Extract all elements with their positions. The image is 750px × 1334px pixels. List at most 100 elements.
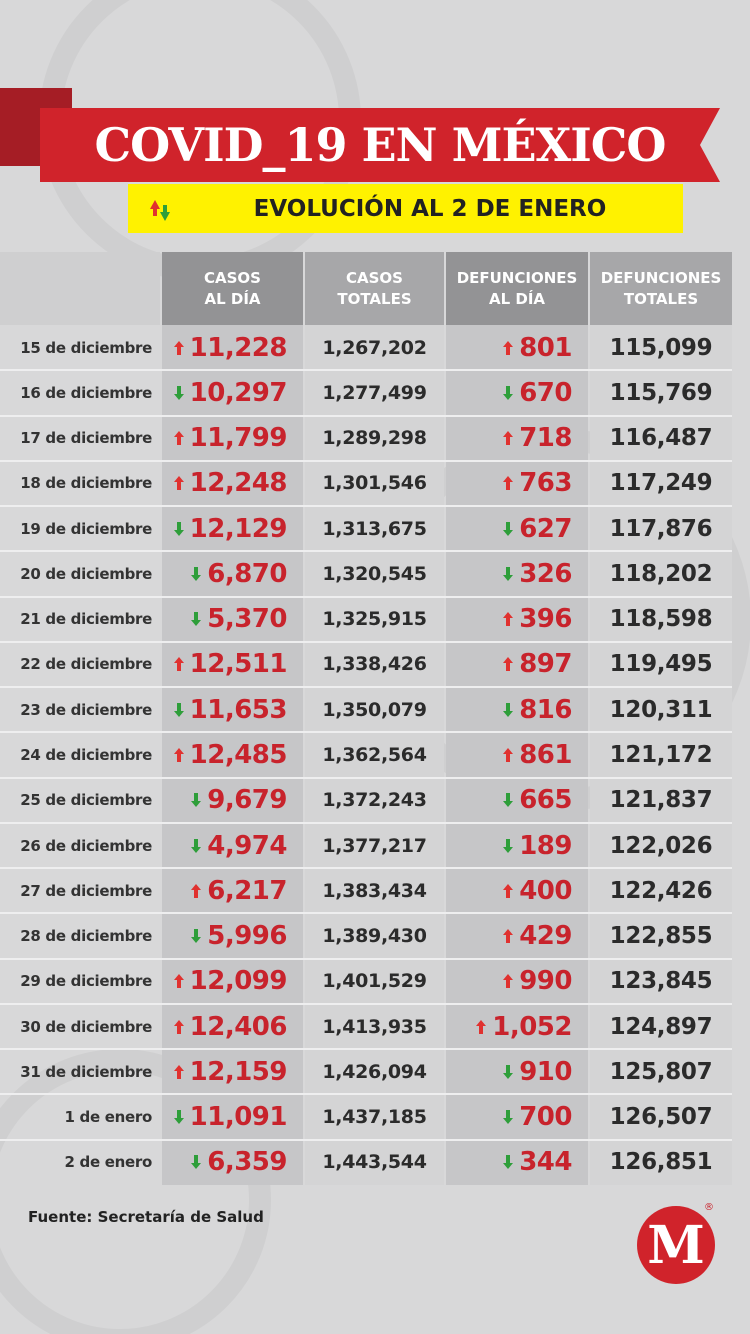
row-separator [0, 459, 732, 462]
total-cases: 1,443,544 [305, 1140, 444, 1185]
date-text: 27 de diciembre [20, 881, 152, 900]
cases: 5,370 [162, 597, 303, 642]
cases-text: 12,406 [189, 1011, 288, 1042]
trend-arrow [173, 476, 184, 491]
deaths: 718 [446, 416, 588, 461]
row-separator [0, 1002, 732, 1005]
date-text: 1 de enero [64, 1108, 152, 1127]
cases-text: 12,248 [189, 468, 288, 499]
date: 29 de diciembre [0, 959, 160, 1004]
cases: 5,996 [162, 913, 303, 958]
date: 16 de diciembre [0, 370, 160, 415]
total-deaths-text: 121,837 [609, 787, 713, 814]
date: 25 de diciembre [0, 778, 160, 823]
trend-arrow [173, 657, 184, 672]
trend-arrow [173, 747, 184, 762]
deaths: 861 [446, 732, 588, 777]
date-text: 26 de diciembre [20, 836, 152, 855]
total-cases-text: 1,289,298 [322, 427, 427, 450]
total-cases: 1,437,185 [305, 1094, 444, 1139]
trend-arrow [503, 657, 514, 672]
deaths-text: 189 [519, 830, 572, 861]
trend-arrow [173, 974, 184, 989]
date-text: 24 de diciembre [20, 745, 152, 764]
deaths-text: 396 [519, 604, 572, 635]
total-cases: 1,325,915 [305, 597, 444, 642]
trend-arrow [476, 1019, 487, 1034]
trend-arrow [191, 612, 202, 627]
deaths-text: 816 [519, 694, 572, 725]
row-separator [0, 505, 732, 508]
row-separator [0, 912, 732, 915]
row-separator [0, 776, 732, 779]
total-deaths: 119,495 [590, 642, 732, 687]
total-cases-text: 1,277,499 [322, 381, 427, 404]
total-cases: 1,267,202 [305, 325, 444, 370]
total-cases: 1,389,430 [305, 913, 444, 958]
cases-text: 6,870 [207, 558, 287, 589]
column-header: DEFUNCIONES TOTALES [590, 252, 732, 325]
cases-text: 11,653 [189, 694, 288, 725]
cases: 11,228 [162, 325, 303, 370]
cases: 12,511 [162, 642, 303, 687]
trend-arrow [503, 883, 514, 898]
total-deaths: 126,851 [590, 1140, 732, 1185]
date-text: 18 de diciembre [20, 474, 152, 493]
total-cases-text: 1,338,426 [322, 653, 427, 676]
trend-arrow [503, 974, 514, 989]
date-text: 25 de diciembre [20, 791, 152, 810]
cases-text: 12,159 [189, 1056, 288, 1087]
total-cases: 1,277,499 [305, 370, 444, 415]
row-separator [0, 821, 732, 824]
deaths-text: 861 [519, 739, 572, 770]
trend-arrow [191, 566, 202, 581]
deaths: 700 [446, 1094, 588, 1139]
date: 28 de diciembre [0, 913, 160, 958]
total-cases-text: 1,437,185 [322, 1106, 427, 1129]
total-cases: 1,372,243 [305, 778, 444, 823]
trend-arrow [173, 385, 184, 400]
trend-arrow [503, 1064, 514, 1079]
total-deaths-text: 121,172 [609, 741, 713, 768]
header-line: CASOS [346, 268, 403, 287]
cases-text: 12,511 [189, 649, 288, 680]
row-separator [0, 731, 732, 734]
total-cases-text: 1,362,564 [322, 743, 427, 766]
total-cases-text: 1,350,079 [322, 698, 427, 721]
cases: 12,485 [162, 732, 303, 777]
deaths: 910 [446, 1049, 588, 1094]
deaths: 1,052 [446, 1004, 588, 1049]
deaths-text: 801 [519, 332, 572, 363]
total-deaths-text: 125,807 [609, 1058, 713, 1085]
total-cases-text: 1,313,675 [322, 517, 427, 540]
trend-arrow [503, 1155, 514, 1170]
cases-text: 6,359 [207, 1147, 287, 1178]
deaths: 627 [446, 506, 588, 551]
trend-arrow [503, 929, 514, 944]
date-text: 21 de diciembre [20, 610, 152, 629]
total-deaths: 126,507 [590, 1094, 732, 1139]
total-deaths: 117,249 [590, 461, 732, 506]
date: 17 de diciembre [0, 416, 160, 461]
total-cases: 1,426,094 [305, 1049, 444, 1094]
cases: 6,359 [162, 1140, 303, 1185]
total-deaths-text: 126,851 [609, 1149, 713, 1176]
title: COVID_19 EN MÉXICO [94, 118, 667, 172]
deaths: 801 [446, 325, 588, 370]
cases-text: 4,974 [207, 830, 287, 861]
trend-arrow [503, 566, 514, 581]
total-deaths: 117,876 [590, 506, 732, 551]
total-deaths: 123,845 [590, 959, 732, 1004]
total-cases-text: 1,372,243 [322, 789, 427, 812]
header-line: AL DÍA [204, 289, 261, 308]
total-deaths: 115,099 [590, 325, 732, 370]
total-cases-text: 1,401,529 [322, 970, 427, 993]
total-deaths-text: 122,026 [609, 832, 713, 859]
deaths-text: 670 [519, 377, 572, 408]
date-text: 29 de diciembre [20, 972, 152, 991]
date-text: 28 de diciembre [20, 927, 152, 946]
trend-arrow [503, 340, 514, 355]
cases: 11,091 [162, 1094, 303, 1139]
total-deaths-text: 124,897 [609, 1013, 713, 1040]
trend-arrow [503, 612, 514, 627]
